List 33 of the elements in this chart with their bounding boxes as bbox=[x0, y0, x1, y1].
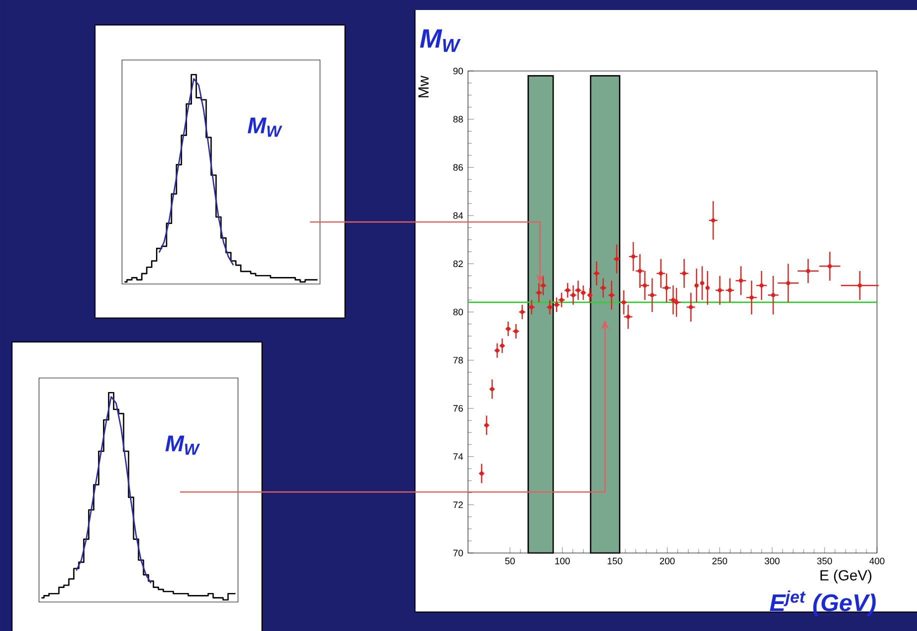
x-tick-label: 200 bbox=[660, 558, 675, 564]
x-tick-label: 300 bbox=[764, 558, 780, 564]
y-tick-label: 86 bbox=[453, 164, 463, 171]
y-tick-label: 82 bbox=[453, 260, 463, 268]
annotation: M$_{W}$ bbox=[248, 118, 282, 137]
point bbox=[786, 281, 790, 286]
text: E$^{jet}$ (GeV) bbox=[770, 590, 876, 616]
x-tick-label: 250 bbox=[712, 558, 728, 564]
y-tick-label: 70 bbox=[453, 550, 463, 556]
y-tick-label: 80 bbox=[453, 308, 463, 316]
annotation: M$_{W}$ bbox=[165, 436, 200, 455]
x-tick-label: 100 bbox=[555, 558, 570, 564]
y-tick-label: 76 bbox=[453, 405, 463, 412]
point bbox=[858, 283, 862, 288]
point bbox=[806, 269, 810, 274]
point bbox=[828, 264, 832, 268]
point bbox=[771, 293, 776, 298]
point bbox=[750, 296, 754, 300]
y-tick-label: 74 bbox=[453, 453, 464, 460]
x-tick-label: 50 bbox=[505, 558, 515, 564]
x-axis-title: E (GeV) bbox=[820, 570, 872, 584]
chart-title: M$_{W}$ bbox=[420, 29, 461, 52]
x-tick-label: 350 bbox=[817, 558, 832, 564]
y-tick-label: 84 bbox=[453, 212, 464, 219]
y-tick-label: 88 bbox=[453, 116, 463, 122]
y-tick-label: 78 bbox=[453, 356, 463, 364]
y-axis-title: Mw bbox=[418, 76, 429, 98]
y-tick-label: 72 bbox=[453, 502, 463, 508]
y-tick-label: 90 bbox=[453, 68, 463, 74]
point bbox=[760, 283, 764, 288]
x-tick-label: 150 bbox=[608, 558, 622, 564]
x-tick-label: 400 bbox=[869, 558, 884, 564]
point bbox=[738, 278, 743, 283]
